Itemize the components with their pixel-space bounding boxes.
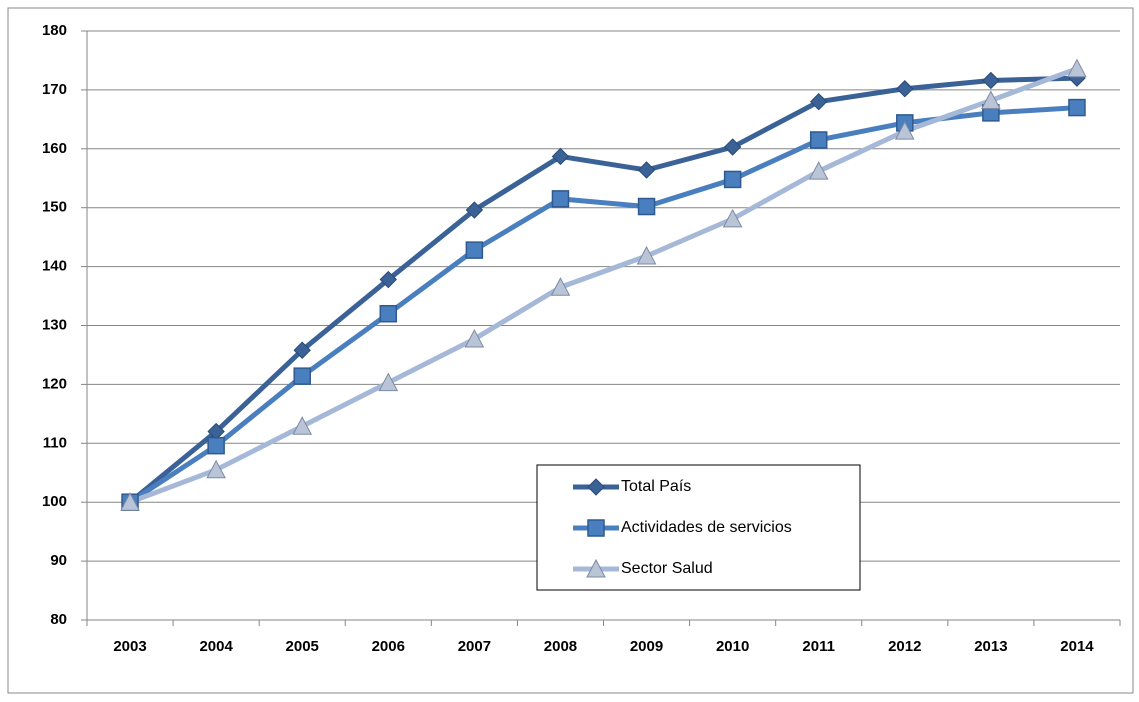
x-tick-label: 2011 <box>802 638 835 655</box>
marker <box>723 170 742 189</box>
y-tick-label: 100 <box>42 493 67 510</box>
marker <box>551 147 570 166</box>
marker <box>379 304 398 323</box>
x-tick-label: 2003 <box>113 638 146 655</box>
marker <box>293 367 311 385</box>
marker <box>206 459 226 479</box>
marker <box>894 121 915 140</box>
x-tick-label: 2012 <box>888 638 921 655</box>
y-tick-label: 130 <box>42 316 67 333</box>
y-tick-label: 170 <box>42 81 67 98</box>
x-tick-label: 2010 <box>716 638 749 655</box>
y-tick-label: 80 <box>50 611 67 628</box>
marker <box>378 372 399 392</box>
marker <box>1068 98 1086 117</box>
marker <box>637 197 656 216</box>
y-tick-label: 150 <box>42 199 67 216</box>
y-tick-label: 180 <box>42 22 67 39</box>
marker <box>120 492 140 511</box>
y-tick-label: 90 <box>50 552 67 569</box>
y-tick-label: 140 <box>42 258 67 275</box>
marker <box>379 270 397 289</box>
y-tick-label: 110 <box>43 434 67 451</box>
marker <box>292 416 313 435</box>
legend-label: Sector Salud <box>621 560 713 577</box>
x-tick-label: 2004 <box>199 638 233 655</box>
marker <box>636 245 657 265</box>
marker <box>293 341 311 359</box>
legend: Total País Actividades de servicios Sector… <box>536 464 861 591</box>
legend-label: Total País <box>621 478 691 495</box>
marker <box>809 131 828 149</box>
x-tick-label: 2014 <box>1060 638 1094 655</box>
marker <box>551 190 570 208</box>
marker <box>587 478 605 496</box>
marker <box>207 436 225 455</box>
chart-frame <box>7 7 1134 694</box>
marker <box>982 71 1000 90</box>
marker <box>586 558 606 578</box>
y-tick-label: 120 <box>42 375 67 392</box>
marker <box>637 161 656 179</box>
marker <box>981 90 1001 110</box>
marker <box>722 208 743 228</box>
series-line <box>128 105 1078 505</box>
x-tick-label: 2007 <box>458 638 491 655</box>
marker <box>896 80 914 98</box>
x-tick-label: 2006 <box>372 638 405 655</box>
grid: 80 90 100 110 120 130 140 150 160 170 180 2003 2004 2… <box>42 22 1121 655</box>
marker <box>550 277 571 296</box>
x-tick-label: 2013 <box>974 638 1007 655</box>
series-line <box>129 66 1078 505</box>
x-tick-label: 2009 <box>630 638 663 655</box>
marker <box>808 161 829 180</box>
x-tick-label: 2005 <box>286 638 319 655</box>
marker <box>465 241 484 259</box>
marker <box>1067 58 1087 78</box>
series-line <box>128 75 1078 505</box>
legend-label: Actividades de servicios <box>621 519 792 536</box>
marker <box>464 328 485 348</box>
marker <box>810 92 828 111</box>
marker <box>587 519 605 537</box>
y-tick-label: 160 <box>42 140 67 157</box>
x-tick-label: 2008 <box>544 638 577 655</box>
marker <box>723 138 742 156</box>
plot <box>120 58 1087 511</box>
marker <box>465 201 484 219</box>
